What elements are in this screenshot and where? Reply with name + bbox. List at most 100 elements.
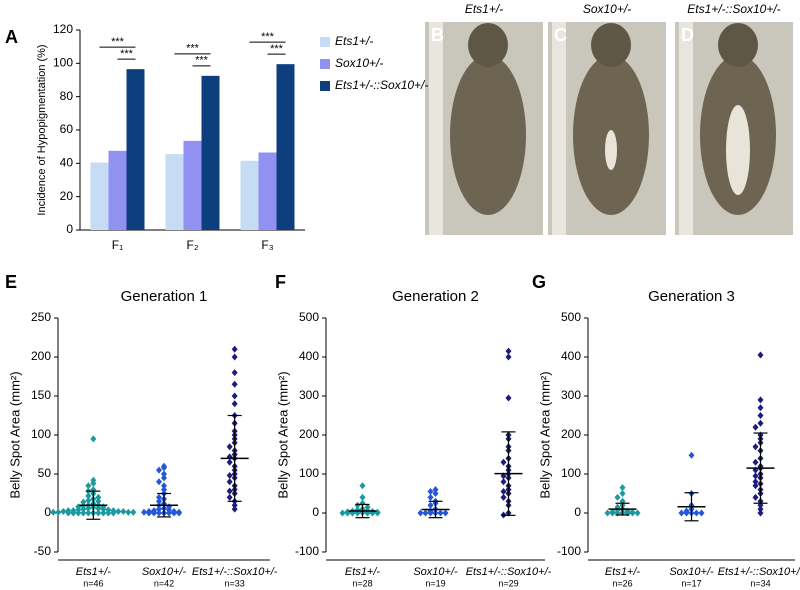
data-point: [85, 504, 92, 512]
y-tick-label: -50: [34, 544, 52, 558]
data-point: [339, 509, 346, 517]
data-point: [80, 498, 87, 506]
data-point: [432, 490, 439, 497]
significance-label: ***: [120, 48, 134, 60]
ruler: [552, 22, 566, 235]
data-point: [115, 507, 122, 515]
legend-label: Sox10+/-: [335, 56, 383, 70]
panel-label: F: [275, 272, 286, 292]
ruler: [429, 22, 443, 235]
x-tick-label: Ets1+/-: [345, 566, 380, 578]
y-tick-label: 50: [38, 466, 52, 480]
data-point: [752, 478, 759, 486]
bar: [183, 140, 202, 230]
x-tick-label: Ets1+/-: [76, 566, 111, 578]
data-point: [105, 509, 112, 517]
x-tick-label: Ets1+/-::Sox10+/-: [466, 566, 552, 578]
x-tick-label: Ets1+/-::Sox10+/-: [192, 566, 278, 578]
x-tick-label: Sox10+/-: [669, 566, 714, 578]
data-point: [422, 509, 429, 517]
data-point: [75, 509, 82, 517]
data-point: [60, 507, 67, 515]
data-point: [90, 435, 97, 443]
data-point: [752, 443, 759, 451]
data-point: [427, 488, 434, 496]
data-point: [500, 493, 507, 501]
data-point: [50, 508, 57, 516]
panel-label: E: [5, 272, 17, 292]
y-tick-label: 400: [299, 349, 319, 363]
y-tick-label: 100: [561, 466, 581, 480]
legend-swatch: [320, 37, 330, 47]
data-point: [427, 493, 434, 501]
data-point: [500, 478, 507, 486]
data-point: [757, 404, 764, 412]
data-point: [683, 509, 690, 517]
y-tick-label: 0: [574, 505, 581, 519]
y-axis-label: Belly Spot Area (mm²): [275, 371, 290, 498]
x-tick-label: Ets1+/-::Sox10+/-: [718, 566, 800, 578]
x-tick-label: F₁: [112, 238, 123, 252]
data-point: [500, 488, 507, 496]
mouse-head: [718, 23, 758, 67]
data-point: [156, 466, 162, 474]
legend-label: Ets1+/-: [335, 34, 373, 48]
y-tick-label: 80: [60, 89, 74, 103]
data-point: [614, 493, 621, 501]
photo-caption: Sox10+/-: [583, 2, 631, 16]
y-axis-label: Incidence of Hypopigmentation (%): [36, 44, 48, 215]
data-point: [151, 509, 157, 517]
data-point: [629, 509, 636, 517]
data-point: [757, 396, 764, 404]
ruler: [679, 22, 693, 235]
photo-caption: Ets1+/-::Sox10+/-: [687, 2, 780, 16]
data-point: [505, 347, 512, 355]
y-tick-label: 400: [561, 349, 581, 363]
legend-swatch: [320, 59, 330, 69]
data-point: [85, 492, 92, 500]
data-point: [85, 482, 92, 490]
data-point: [156, 493, 162, 501]
data-point: [698, 509, 705, 517]
data-point: [752, 493, 759, 501]
data-point: [678, 509, 685, 517]
data-point: [757, 412, 764, 419]
data-point: [752, 458, 759, 466]
data-point: [146, 509, 152, 517]
y-tick-label: -100: [557, 544, 581, 558]
bar: [258, 152, 277, 230]
y-tick-label: 0: [44, 505, 51, 519]
data-point: [100, 505, 107, 513]
y-tick-label: -100: [295, 544, 319, 558]
panel-label: A: [5, 27, 18, 47]
n-label: n=42: [154, 578, 174, 588]
data-point: [442, 509, 449, 517]
data-point: [90, 479, 97, 487]
data-point: [231, 392, 238, 400]
significance-label: ***: [195, 55, 209, 67]
y-tick-label: 200: [31, 349, 51, 363]
data-point: [437, 509, 444, 517]
data-point: [231, 353, 238, 361]
data-point: [752, 472, 759, 480]
data-point: [757, 505, 764, 513]
data-point: [95, 504, 102, 512]
data-point: [231, 345, 238, 353]
data-point: [110, 509, 117, 517]
y-tick-label: 100: [299, 466, 319, 480]
data-point: [619, 484, 626, 492]
data-point: [156, 478, 162, 486]
n-label: n=34: [750, 578, 770, 588]
data-point: [752, 482, 759, 490]
data-point: [80, 505, 87, 513]
data-point: [156, 505, 162, 513]
data-point: [161, 486, 167, 494]
bar: [108, 150, 127, 230]
n-label: n=26: [612, 578, 632, 588]
y-axis-label: Belly Spot Area (mm²): [537, 371, 552, 498]
y-tick-label: 0: [66, 222, 73, 236]
y-tick-label: 500: [561, 310, 581, 324]
chart-title: Generation 3: [648, 288, 735, 305]
data-point: [226, 493, 233, 501]
